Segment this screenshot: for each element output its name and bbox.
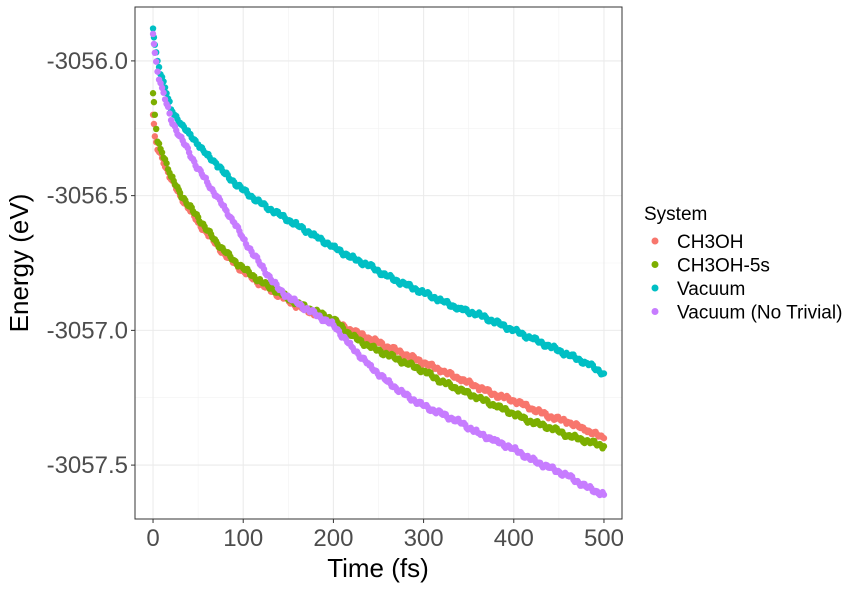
data-series-layer — [149, 25, 608, 499]
data-point — [163, 160, 170, 167]
data-point — [152, 125, 160, 133]
x-tick-label: 400 — [494, 525, 534, 552]
legend-label: CH3OH-5s — [677, 256, 770, 277]
legend-label: CH3OH — [677, 232, 744, 253]
y-tick-label: -3056.0 — [47, 48, 128, 75]
y-axis-title: Energy (eV) — [4, 194, 34, 333]
x-tick-label: 200 — [313, 525, 353, 552]
legend-key — [651, 284, 659, 292]
minor-gridlines — [135, 7, 622, 519]
series-vacuum — [149, 25, 608, 378]
data-point — [600, 491, 608, 498]
y-axis: -3056.0 -3056.5 -3057.0 -3057.5 — [47, 48, 135, 479]
x-axis: 0 100 200 300 400 500 — [146, 519, 624, 552]
data-point — [600, 434, 608, 442]
data-point — [150, 120, 158, 128]
data-point — [600, 370, 608, 377]
data-point — [160, 89, 167, 96]
plot-panel-border — [134, 6, 623, 520]
data-point — [149, 30, 157, 38]
data-point — [151, 133, 159, 140]
y-tick-label: -3057.0 — [47, 317, 128, 344]
data-point — [152, 58, 160, 65]
data-point — [158, 149, 166, 156]
legend-title: System — [644, 204, 707, 225]
data-point — [154, 68, 161, 75]
data-point — [600, 443, 608, 450]
legend-key — [651, 237, 659, 245]
legend-key — [651, 261, 659, 268]
legend-label: Vacuum — [677, 279, 745, 300]
y-tick-label: -3057.5 — [47, 452, 128, 479]
x-axis-title: Time (fs) — [327, 553, 429, 583]
data-point — [155, 140, 163, 147]
data-point — [164, 103, 172, 111]
data-point — [149, 25, 157, 32]
x-tick-label: 300 — [404, 525, 444, 552]
data-point — [150, 40, 158, 48]
legend-label: Vacuum (No Trivial) — [677, 303, 842, 324]
data-point — [166, 110, 173, 117]
x-tick-label: 500 — [584, 525, 624, 552]
series-vacuum-no-trivial — [149, 30, 608, 499]
y-tick-label: -3056.5 — [47, 183, 128, 210]
data-point — [151, 49, 159, 57]
data-point — [151, 111, 159, 118]
x-tick-label: 100 — [223, 525, 263, 552]
data-point — [150, 98, 158, 106]
legend-key — [651, 308, 659, 315]
x-tick-label: 0 — [146, 525, 159, 552]
data-point — [158, 84, 166, 92]
data-point — [149, 90, 157, 97]
